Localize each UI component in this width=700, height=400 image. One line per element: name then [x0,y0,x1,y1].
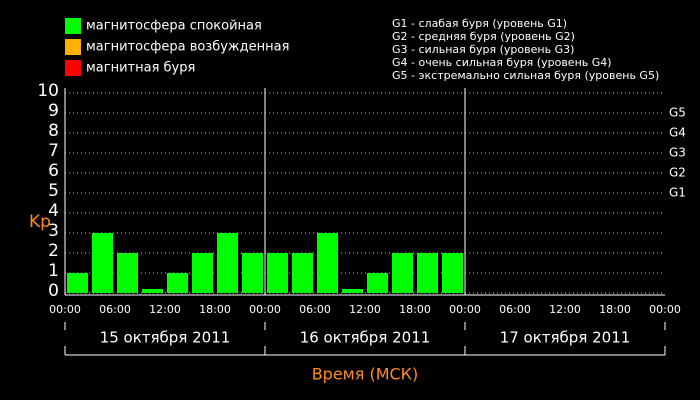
bar [267,253,288,293]
y2-tick-label: G5 [669,106,686,120]
bar [242,253,263,293]
y2-tick-label: G2 [669,166,686,180]
storm-note: G1 - слабая буря (уровень G1) [392,17,567,30]
y-tick-label: 9 [48,101,59,121]
bar [367,273,388,293]
bar [67,273,88,293]
storm-note: G5 - экстремально сильная буря (уровень … [392,69,659,82]
y-tick-label: 2 [48,241,59,261]
legend-swatch [65,60,81,76]
x-tick-label: 00:00 [649,303,681,316]
day-label: 15 октября 2011 [100,329,231,347]
bar [442,253,463,293]
x-tick-label: 18:00 [599,303,631,316]
legend-swatch [65,39,81,55]
bar [417,253,438,293]
x-tick-label: 12:00 [549,303,581,316]
y-axis-label: Kp [29,212,51,232]
y2-tick-label: G3 [669,146,686,160]
y-tick-label: 8 [48,121,59,141]
x-tick-label: 12:00 [349,303,381,316]
x-tick-label: 00:00 [449,303,481,316]
y2-tick-label: G1 [669,186,686,200]
bar [192,253,213,293]
x-tick-label: 18:00 [199,303,231,316]
storm-note: G2 - средняя буря (уровень G2) [392,30,575,43]
x-tick-label: 06:00 [99,303,131,316]
y-tick-label: 10 [37,81,59,101]
y-tick-label: 3 [48,221,59,241]
y-tick-label: 6 [48,161,59,181]
x-axis-label: Время (МСК) [312,365,419,384]
storm-note: G3 - сильная буря (уровень G3) [392,43,574,56]
bar [317,233,338,293]
bar [92,233,113,293]
x-tick-label: 00:00 [249,303,281,316]
x-tick-label: 00:00 [49,303,81,316]
bar [142,289,163,293]
storm-note: G4 - очень сильная буря (уровень G4) [392,56,612,69]
x-tick-label: 06:00 [299,303,331,316]
y-tick-label: 5 [48,181,59,201]
y2-tick-label: G4 [669,126,686,140]
x-tick-label: 06:00 [499,303,531,316]
y-tick-label: 7 [48,141,59,161]
bar [217,233,238,293]
y-tick-label: 4 [48,201,59,221]
legend-label: магнитосфера возбужденная [86,40,289,55]
legend-swatch [65,18,81,34]
y-tick-label: 0 [48,281,59,301]
y-tick-label: 1 [48,261,59,281]
bar [292,253,313,293]
bar [342,289,363,293]
day-label: 16 октября 2011 [300,329,431,347]
x-tick-label: 18:00 [399,303,431,316]
bar [167,273,188,293]
bar [392,253,413,293]
legend-label: магнитная буря [86,61,195,76]
legend-label: магнитосфера спокойная [86,19,262,34]
bar [117,253,138,293]
day-label: 17 октября 2011 [500,329,631,347]
x-tick-label: 12:00 [149,303,181,316]
